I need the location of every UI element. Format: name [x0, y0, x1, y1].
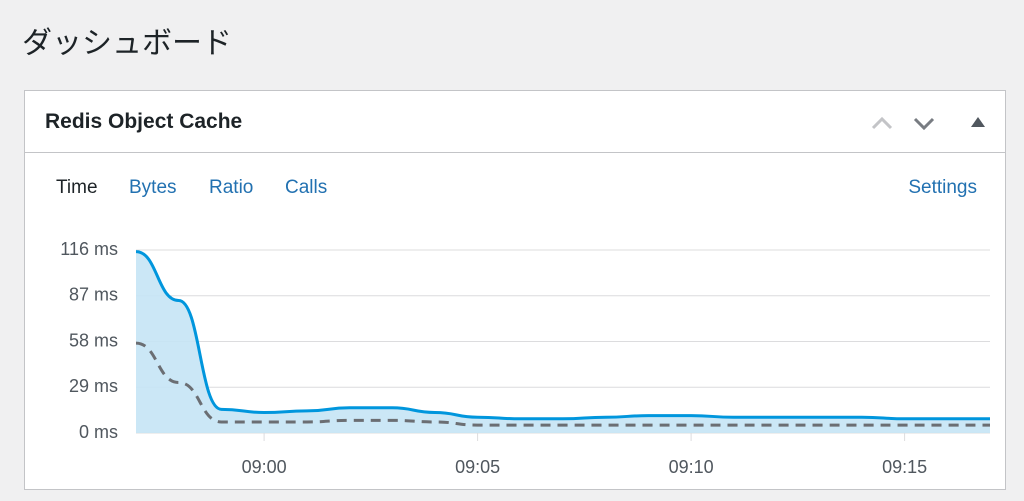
- y-tick-label: 116 ms: [60, 239, 118, 259]
- area: [136, 251, 990, 433]
- tab[interactable]: Bytes: [129, 177, 177, 198]
- tab[interactable]: Calls: [285, 177, 328, 198]
- move-down[interactable]: [913, 117, 935, 131]
- y-tick-label: 0 ms: [79, 422, 118, 442]
- x-tick-label: 09:00: [242, 457, 287, 477]
- y-tick-label: 87 ms: [69, 285, 118, 305]
- widget-controls[interactable]: [25, 91, 1005, 152]
- toggle[interactable]: [971, 117, 985, 127]
- line: [135, 250, 990, 421]
- widget-header: Redis Object Cache: [25, 91, 1005, 153]
- tab[interactable]: Time: [56, 177, 98, 198]
- x-tick-label: 09:10: [669, 457, 714, 477]
- page-title: ダッシュボード: [22, 26, 232, 61]
- move-up[interactable]: [871, 116, 893, 130]
- widget-title: Redis Object Cache: [45, 110, 243, 133]
- x-tick-label: 09:05: [455, 457, 500, 477]
- x-tick-label: 09:15: [882, 457, 927, 477]
- tab[interactable]: Ratio: [209, 177, 254, 198]
- y-tick-label: 58 ms: [69, 330, 118, 350]
- settings-link[interactable]: Settings: [908, 177, 977, 198]
- y-tick-label: 29 ms: [69, 376, 118, 396]
